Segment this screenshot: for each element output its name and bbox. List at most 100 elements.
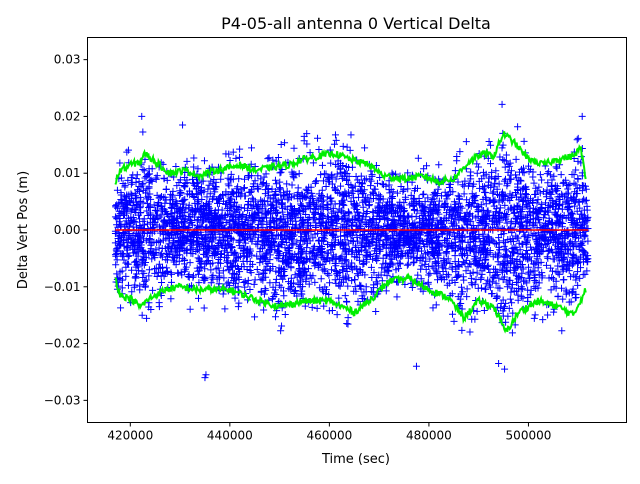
data-point — [194, 254, 202, 262]
data-point — [191, 213, 199, 221]
data-point — [239, 212, 247, 220]
data-point — [298, 233, 306, 241]
data-point — [451, 205, 459, 213]
data-point — [138, 311, 146, 319]
data-point — [535, 279, 543, 287]
data-point — [348, 266, 356, 274]
x-tick-label: 480000 — [406, 429, 452, 443]
data-point — [341, 246, 349, 254]
data-point — [172, 245, 180, 253]
data-point — [375, 196, 383, 204]
data-point — [573, 136, 581, 144]
data-point — [564, 185, 572, 193]
data-point — [277, 327, 285, 335]
data-point — [132, 175, 140, 183]
data-point — [232, 154, 240, 162]
data-point — [128, 288, 136, 296]
data-point — [354, 297, 362, 305]
data-point — [315, 145, 323, 153]
data-point — [464, 251, 472, 259]
data-point — [460, 190, 468, 198]
data-point — [167, 204, 175, 212]
data-point — [429, 201, 437, 209]
data-point — [155, 303, 163, 311]
data-point — [327, 243, 335, 251]
data-point — [354, 187, 362, 195]
data-point — [157, 211, 165, 219]
data-point — [229, 270, 237, 278]
data-point — [466, 269, 474, 277]
data-point — [225, 150, 233, 158]
data-point — [394, 201, 402, 209]
data-point — [544, 179, 552, 187]
data-point — [221, 211, 229, 219]
data-point — [407, 191, 415, 199]
data-point — [397, 252, 405, 260]
data-point — [386, 189, 394, 197]
data-point — [463, 293, 471, 301]
data-point — [516, 190, 524, 198]
data-point — [338, 207, 346, 215]
data-point — [340, 201, 348, 209]
data-point — [354, 271, 362, 279]
data-point — [249, 215, 257, 223]
data-point — [118, 284, 126, 292]
data-point — [499, 276, 507, 284]
data-point — [338, 259, 346, 267]
data-point — [226, 157, 234, 165]
data-point — [439, 264, 447, 272]
data-point — [139, 186, 147, 194]
data-point — [343, 143, 351, 151]
data-point — [331, 185, 339, 193]
data-point — [208, 238, 216, 246]
data-point — [478, 175, 486, 183]
data-point — [142, 276, 150, 284]
data-point — [454, 192, 462, 200]
data-point — [569, 285, 577, 293]
data-point — [530, 230, 538, 238]
data-point — [117, 222, 125, 230]
data-point — [579, 248, 587, 256]
data-point — [514, 284, 522, 292]
data-point — [248, 144, 256, 152]
data-point — [564, 182, 572, 190]
data-point — [498, 197, 506, 205]
data-point — [482, 285, 490, 293]
data-point — [331, 131, 339, 139]
data-point — [536, 171, 544, 179]
data-point — [151, 207, 159, 215]
data-point — [370, 269, 378, 277]
data-point — [412, 362, 420, 370]
data-point — [274, 242, 282, 250]
data-point — [233, 202, 241, 210]
data-point — [265, 154, 273, 162]
data-point — [163, 264, 171, 272]
data-point — [426, 255, 434, 263]
data-point — [501, 365, 509, 373]
data-point — [525, 162, 533, 170]
data-point — [319, 202, 327, 210]
data-point — [327, 159, 335, 167]
data-point — [342, 250, 350, 258]
data-point — [245, 201, 253, 209]
data-point — [305, 183, 313, 191]
data-point — [432, 244, 440, 252]
data-point — [124, 204, 132, 212]
data-point — [228, 274, 236, 282]
data-point — [484, 262, 492, 270]
x-tick-label: 420000 — [107, 429, 153, 443]
data-point — [336, 275, 344, 283]
data-point — [501, 245, 509, 253]
data-point — [559, 295, 567, 303]
data-point — [524, 286, 532, 294]
data-point — [523, 246, 531, 254]
data-point — [146, 202, 154, 210]
data-point — [323, 249, 331, 257]
data-point — [581, 270, 589, 278]
data-point — [345, 163, 353, 171]
data-point — [234, 303, 242, 311]
y-tick-label: 0.03 — [54, 53, 81, 67]
data-point — [504, 195, 512, 203]
data-point — [253, 266, 261, 274]
